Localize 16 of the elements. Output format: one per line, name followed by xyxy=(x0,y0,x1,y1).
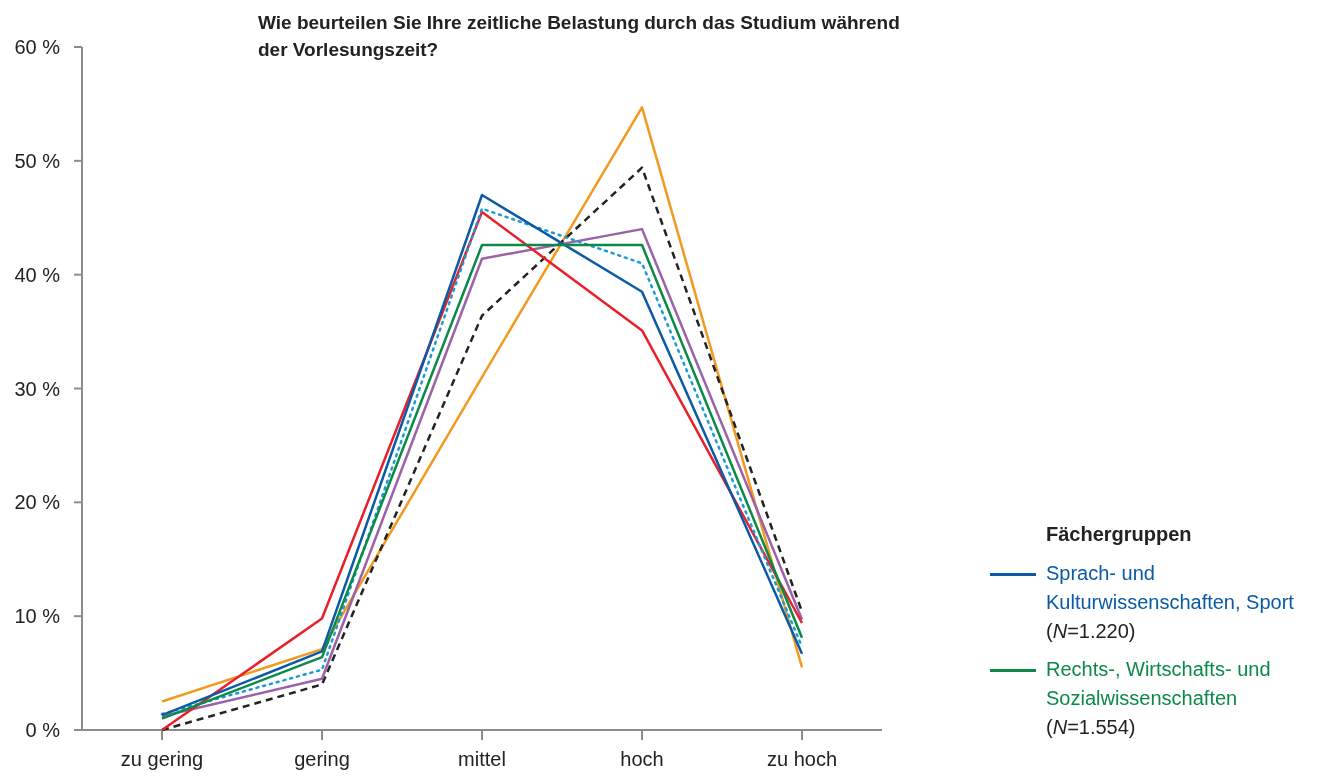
y-tick-label: 30 % xyxy=(14,377,61,400)
legend-label: Sprach- und Kulturwissenschaften, Sport (N=1.220) xyxy=(1046,561,1295,644)
chart-title: Wie beurteilen Sie Ihre zeitliche Belastung durch das Studium während der Vorlesungszeit? xyxy=(258,12,900,60)
y-tick-label: 20 % xyxy=(14,491,61,514)
y-tick-label: 40 % xyxy=(14,263,61,286)
x-tick-label: zu hoch xyxy=(766,748,838,770)
x-tick-label: zu gering xyxy=(120,748,204,770)
legend-title: Fächergruppen xyxy=(1046,522,1193,547)
x-tick-label: mittel xyxy=(458,748,506,770)
y-tick-label: 50 % xyxy=(14,149,61,172)
y-tick-label: 0 % xyxy=(25,719,61,741)
legend-label: Rechts-, Wirtschafts- und Sozialwissenschaften (N=1.554) xyxy=(1046,657,1272,740)
x-tick-label: gering xyxy=(294,748,350,770)
y-tick-label: 60 % xyxy=(14,36,61,58)
x-tick-label: hoch xyxy=(620,748,664,770)
y-tick-label: 10 % xyxy=(14,605,61,628)
